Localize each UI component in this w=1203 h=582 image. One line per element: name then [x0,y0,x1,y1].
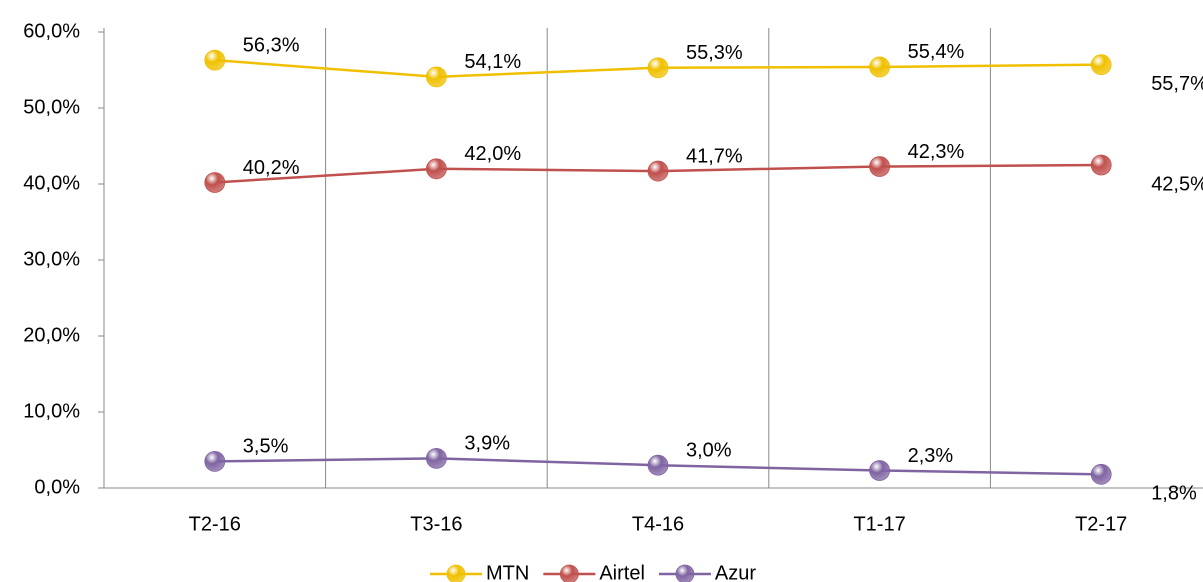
point [869,56,890,78]
point [204,450,226,472]
y-tick-label: 0,0% [34,476,80,498]
point [647,57,669,79]
point [425,447,447,469]
x-tick-label: T2-17 [1075,513,1127,535]
data-label: 42,3% [908,141,965,163]
point [1090,463,1112,485]
point [1090,154,1112,176]
x-tick-label: T3-16 [410,513,462,535]
y-tick-label: 40,0% [23,172,80,194]
point [869,156,890,177]
y-tick-label: 60,0% [23,20,80,42]
point [425,66,447,88]
data-label: 3,5% [243,436,289,458]
data-label: 3,9% [464,433,510,455]
data-label: 41,7% [686,145,743,167]
x-tick-label: T4-16 [632,513,684,535]
legend-marker [559,564,579,582]
point [1090,54,1112,76]
data-label: 2,3% [908,445,954,467]
data-label: 55,7% [1151,73,1203,95]
y-tick-label: 50,0% [23,96,80,118]
point [425,158,447,180]
point [647,454,669,476]
point [869,460,890,481]
data-label: 42,5% [1151,173,1203,195]
y-tick-label: 30,0% [23,248,80,270]
legend-marker [446,564,466,582]
data-label: 55,4% [908,41,965,63]
point [204,172,226,193]
legend-label: Airtel [599,562,645,582]
x-tick-label: T2-16 [189,513,241,535]
data-label: 40,2% [243,157,300,179]
data-label: 54,1% [464,51,521,73]
legend-label: Azur [715,562,756,582]
point [647,160,669,182]
data-label: 56,3% [243,34,300,56]
legend-marker [675,564,695,582]
data-label: 1,8% [1151,483,1197,505]
legend-label: MTN [486,562,529,582]
y-tick-label: 10,0% [23,400,80,422]
y-tick-label: 20,0% [23,324,80,346]
point [204,49,226,71]
data-label: 55,3% [686,42,743,64]
x-tick-label: T1-17 [853,513,905,535]
data-label: 42,0% [464,143,521,165]
data-label: 3,0% [686,439,732,461]
